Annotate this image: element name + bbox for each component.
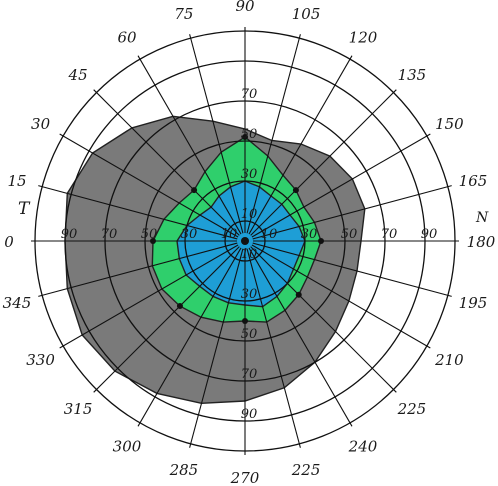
angle-label: 225 bbox=[397, 400, 427, 418]
angle-label: 240 bbox=[348, 437, 378, 455]
angle-label: 105 bbox=[292, 5, 321, 23]
grid-spoke-225 bbox=[250, 246, 397, 393]
radial-label: 30 bbox=[241, 167, 258, 182]
angle-label: 285 bbox=[169, 461, 199, 479]
radial-label: 30 bbox=[301, 227, 318, 242]
angle-label: 15 bbox=[7, 172, 26, 190]
boundary-marker bbox=[176, 303, 183, 310]
boundary-marker bbox=[242, 134, 248, 140]
radial-label: 70 bbox=[241, 367, 258, 382]
radial-label: 10 bbox=[241, 247, 258, 262]
grid-spoke-60 bbox=[137, 55, 242, 235]
angle-label: 150 bbox=[435, 115, 464, 133]
angle-label: 165 bbox=[459, 172, 488, 190]
grid-spoke-135 bbox=[250, 89, 397, 236]
grid-spoke-285 bbox=[189, 248, 244, 448]
angle-label: 0 bbox=[4, 233, 14, 251]
angle-label: 225 bbox=[291, 461, 321, 479]
grid-spoke-45 bbox=[93, 89, 240, 236]
radial-label: 90 bbox=[61, 227, 78, 242]
grid-spoke-210 bbox=[251, 244, 431, 349]
grid-spoke-315 bbox=[93, 246, 240, 393]
radial-label: 10 bbox=[241, 207, 258, 222]
radial-label: 30 bbox=[181, 227, 198, 242]
angle-label: 195 bbox=[459, 294, 488, 312]
grid-spoke-75 bbox=[189, 34, 244, 234]
boundary-marker bbox=[191, 187, 198, 194]
grid-spoke-300 bbox=[137, 247, 242, 427]
angle-label: 60 bbox=[117, 29, 137, 47]
boundary-marker bbox=[295, 291, 302, 298]
angle-label: 345 bbox=[3, 294, 32, 312]
angle-label: 135 bbox=[398, 66, 427, 84]
grid-spoke-255 bbox=[246, 248, 301, 448]
radial-label: 90 bbox=[421, 227, 438, 242]
fixation-point bbox=[241, 237, 249, 245]
angle-label: 90 bbox=[235, 0, 255, 15]
radial-label: 90 bbox=[241, 407, 258, 422]
boundary-marker bbox=[150, 238, 156, 244]
grid-spoke-105 bbox=[246, 34, 301, 234]
radial-label: 70 bbox=[101, 227, 118, 242]
angle-label: 30 bbox=[31, 115, 51, 133]
angle-label: 300 bbox=[113, 437, 142, 455]
grid-spoke-195 bbox=[252, 242, 452, 297]
radial-label: 70 bbox=[381, 227, 398, 242]
grid-spoke-330 bbox=[59, 244, 239, 349]
marker-layer bbox=[150, 134, 324, 324]
angle-label: 120 bbox=[349, 29, 378, 47]
boundary-marker bbox=[292, 187, 299, 194]
radial-label: 50 bbox=[241, 327, 258, 342]
boundary-marker bbox=[242, 318, 248, 324]
angle-label: 45 bbox=[68, 66, 88, 84]
radial-label: 50 bbox=[241, 127, 258, 142]
grid-spoke-240 bbox=[248, 247, 353, 427]
angle-label: 75 bbox=[174, 5, 193, 23]
radial-label: 50 bbox=[341, 227, 358, 242]
radial-label: 10 bbox=[221, 227, 238, 242]
label-layer: 0 15 30 45 60 75 90 105 120 135 150 165 180 195 210 225… bbox=[3, 0, 496, 486]
radial-label: 50 bbox=[141, 227, 158, 242]
grid-spoke-345 bbox=[38, 242, 238, 297]
radial-label: 70 bbox=[241, 87, 258, 102]
radial-label: 10 bbox=[261, 227, 278, 242]
angle-label: 315 bbox=[64, 400, 93, 418]
angle-label: 210 bbox=[434, 351, 464, 369]
polar-grid bbox=[31, 27, 459, 455]
angle-label: 330 bbox=[26, 351, 55, 369]
grid-spoke-150 bbox=[251, 133, 431, 238]
side-label-right: N bbox=[475, 210, 489, 226]
radial-label: 30 bbox=[241, 287, 258, 302]
grid-spoke-165 bbox=[252, 185, 452, 240]
grid-spoke-15 bbox=[38, 185, 238, 240]
angle-label: 180 bbox=[467, 233, 496, 251]
grid-spoke-120 bbox=[248, 55, 353, 235]
boundary-marker bbox=[318, 238, 324, 244]
angle-label: 270 bbox=[230, 469, 260, 486]
grid-spoke-30 bbox=[59, 133, 239, 238]
side-label-left: T bbox=[18, 199, 31, 219]
